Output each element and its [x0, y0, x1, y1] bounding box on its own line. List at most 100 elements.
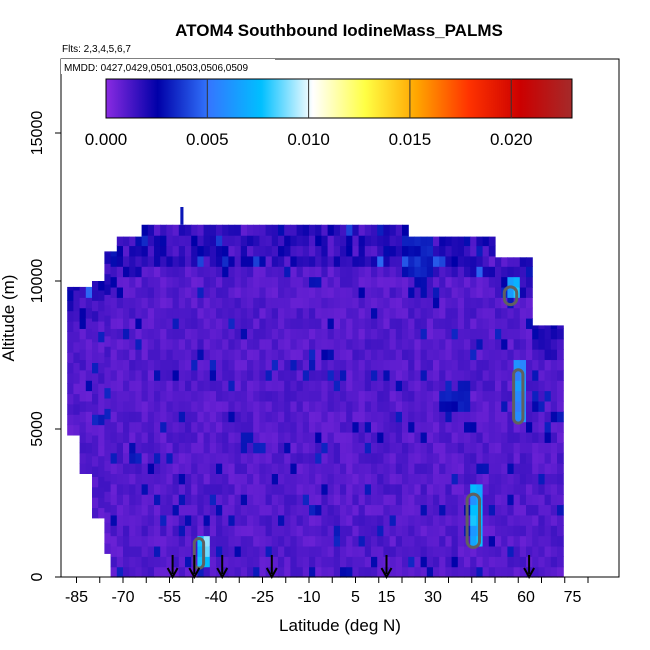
heatmap-cell — [395, 421, 403, 433]
heatmap-cell — [364, 328, 372, 340]
heatmap-cell — [228, 245, 236, 257]
heatmap-cell — [315, 452, 322, 464]
heatmap-cell — [253, 328, 260, 340]
heatmap-cell — [321, 421, 329, 433]
heatmap-cell — [315, 369, 322, 381]
heatmap-cell — [302, 504, 310, 516]
heatmap-cell — [253, 369, 260, 381]
heatmap-cell — [147, 380, 155, 392]
heatmap-cell — [185, 328, 192, 340]
heatmap-cell — [209, 286, 217, 298]
heatmap-cell — [488, 504, 496, 516]
heatmap-cell — [185, 525, 192, 537]
heatmap-cell — [247, 411, 254, 423]
heatmap-cell — [135, 483, 143, 495]
heatmap-cell — [216, 255, 223, 267]
heatmap-cell — [296, 318, 304, 329]
heatmap-cell — [550, 431, 558, 443]
heatmap-cell — [92, 486, 99, 498]
heatmap-cell — [197, 245, 205, 257]
heatmap-cell — [67, 310, 74, 322]
heatmap-cell — [73, 414, 81, 426]
heatmap-cell — [296, 245, 304, 257]
colorbar-tick-label: 0.020 — [490, 130, 533, 149]
heatmap-cell — [550, 473, 558, 485]
heatmap-cell — [135, 390, 143, 402]
heatmap-cell — [377, 535, 384, 547]
heatmap-cell — [172, 504, 180, 516]
heatmap-cell — [420, 442, 428, 454]
heatmap-cell — [507, 566, 515, 578]
heatmap-cell — [402, 463, 409, 474]
heatmap-cell — [228, 421, 236, 433]
heatmap-cell — [203, 442, 211, 454]
heatmap-cell — [296, 328, 304, 340]
heatmap-cell — [414, 400, 422, 412]
heatmap-cell — [501, 442, 508, 454]
heatmap-cell — [445, 411, 453, 423]
heatmap-cell — [457, 463, 465, 474]
heatmap-cell — [247, 286, 254, 298]
heatmap-cell — [129, 483, 136, 495]
heatmap-cell — [240, 266, 248, 278]
heatmap-cell — [346, 349, 353, 361]
heatmap-cell — [234, 431, 242, 443]
heatmap-cell — [426, 504, 434, 516]
heatmap-cell — [92, 507, 99, 519]
heatmap-cell — [507, 514, 515, 526]
heatmap-cell — [340, 235, 347, 247]
heatmap-cell — [315, 494, 322, 506]
heatmap-cell — [426, 494, 434, 506]
heatmap-cell — [414, 318, 422, 329]
heatmap-cell — [439, 535, 446, 547]
heatmap-cell — [160, 245, 167, 257]
heatmap-cell — [247, 525, 254, 537]
heatmap-cell — [439, 525, 446, 537]
heatmap-cell — [395, 328, 403, 340]
heatmap-cell — [116, 473, 124, 485]
heatmap-cell — [402, 452, 409, 464]
heatmap-cell — [532, 338, 539, 350]
heatmap-cell — [488, 431, 496, 443]
heatmap-cell — [73, 424, 81, 436]
heatmap-cell — [110, 566, 118, 578]
heatmap-cell — [284, 359, 291, 371]
heatmap-cell — [333, 494, 341, 506]
heatmap-cell — [110, 535, 118, 547]
heatmap-cell — [271, 276, 279, 288]
heatmap-cell — [433, 411, 440, 423]
heatmap-cell — [160, 463, 167, 474]
heatmap-cell — [340, 318, 347, 329]
heatmap-cell — [451, 452, 459, 464]
heatmap-cell — [482, 545, 490, 557]
heatmap-cell — [147, 245, 155, 257]
heatmap-cell — [544, 452, 552, 464]
heatmap-cell — [352, 494, 360, 506]
heatmap-cell — [557, 380, 564, 392]
heatmap-cell — [495, 514, 502, 526]
heatmap-cell — [426, 452, 434, 464]
heatmap-cell — [222, 318, 229, 329]
heatmap-cell — [402, 442, 409, 454]
heatmap-cell — [302, 431, 310, 443]
heatmap-cell — [172, 431, 180, 443]
heatmap-cell — [327, 286, 335, 298]
heatmap-cell — [110, 318, 118, 329]
heatmap-cell — [135, 504, 143, 516]
heatmap-cell — [526, 411, 533, 423]
heatmap-cell — [544, 421, 552, 433]
heatmap-cell — [191, 318, 198, 329]
x-tick-label: 45 — [471, 589, 489, 606]
heatmap-cell — [538, 421, 546, 433]
heatmap-cell — [451, 276, 459, 288]
heatmap-cell — [209, 297, 217, 309]
heatmap-cell — [247, 566, 254, 578]
heatmap-cell — [228, 473, 236, 485]
heatmap-cell — [464, 463, 471, 474]
heatmap-cell — [197, 421, 205, 433]
heatmap-cell — [488, 390, 496, 402]
heatmap-cell — [557, 545, 564, 557]
heatmap-cell — [358, 369, 366, 381]
heatmap-cell — [507, 431, 515, 443]
heatmap-cell — [222, 411, 229, 423]
